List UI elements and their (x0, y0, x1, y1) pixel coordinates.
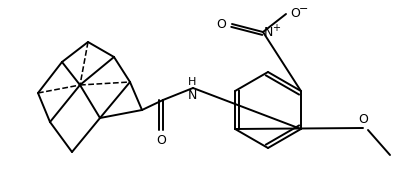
Text: N: N (264, 25, 274, 39)
Text: −: − (299, 4, 308, 14)
Text: H: H (188, 77, 196, 87)
Text: +: + (272, 23, 280, 33)
Text: N: N (187, 89, 197, 102)
Text: O: O (156, 134, 166, 147)
Text: O: O (216, 18, 226, 30)
Text: O: O (358, 113, 368, 126)
Text: O: O (290, 7, 300, 19)
